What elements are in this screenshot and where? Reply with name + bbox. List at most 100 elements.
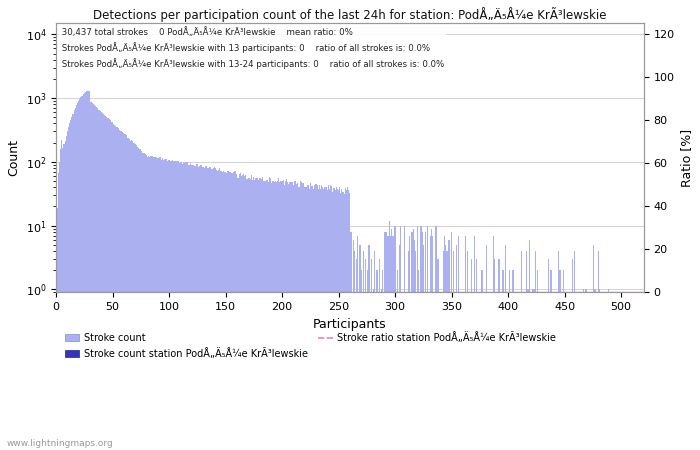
Bar	[62, 148, 64, 450]
Bar	[246, 179, 248, 450]
Bar	[241, 176, 242, 450]
Text: www.lightningmaps.org: www.lightningmaps.org	[7, 439, 113, 448]
Bar	[220, 171, 222, 450]
Bar	[136, 147, 138, 450]
Bar	[357, 235, 358, 450]
Bar	[505, 245, 506, 450]
Bar	[148, 157, 149, 450]
Bar	[337, 189, 338, 450]
Bar	[529, 240, 530, 450]
Bar	[256, 179, 257, 450]
Bar	[94, 105, 95, 450]
Bar	[425, 232, 426, 450]
Bar	[102, 113, 103, 450]
Bar	[559, 270, 561, 450]
Bar	[209, 167, 210, 450]
Bar	[363, 251, 364, 450]
Bar	[535, 251, 536, 450]
Bar	[253, 176, 254, 450]
Bar	[223, 171, 224, 450]
Bar	[108, 120, 110, 450]
Bar	[163, 159, 164, 450]
Bar	[421, 232, 423, 450]
Bar	[365, 259, 366, 450]
Bar	[105, 116, 106, 450]
Bar	[327, 190, 328, 450]
Bar	[95, 106, 96, 450]
Bar	[303, 183, 304, 450]
Bar	[498, 259, 500, 450]
Bar	[427, 226, 428, 450]
Bar	[342, 192, 344, 450]
Bar	[190, 164, 191, 450]
Bar	[164, 159, 165, 450]
Bar	[134, 144, 136, 450]
Bar	[138, 148, 139, 450]
Bar	[379, 259, 380, 450]
Bar	[435, 226, 436, 450]
Bar	[563, 270, 564, 450]
Bar	[176, 161, 178, 450]
Bar	[150, 156, 151, 450]
Bar	[174, 161, 175, 450]
Bar	[79, 99, 81, 450]
Bar	[598, 251, 599, 450]
Bar	[381, 289, 382, 450]
Bar	[486, 245, 487, 450]
Bar	[74, 110, 75, 450]
Bar	[69, 123, 70, 450]
Bar	[166, 159, 167, 450]
Bar	[111, 122, 112, 450]
Bar	[202, 167, 204, 450]
Bar	[608, 289, 609, 450]
Bar	[245, 175, 246, 450]
Bar	[131, 140, 132, 450]
Bar	[145, 154, 146, 450]
Bar	[332, 192, 333, 450]
Bar	[436, 226, 438, 450]
Bar	[445, 245, 447, 450]
Bar	[171, 161, 172, 450]
Bar	[162, 158, 163, 450]
Bar	[92, 103, 93, 450]
Bar	[123, 133, 125, 450]
Bar	[206, 166, 207, 450]
Bar	[305, 187, 307, 450]
Bar	[550, 270, 552, 450]
Bar	[280, 180, 281, 450]
Bar	[144, 153, 145, 450]
Bar	[340, 194, 342, 450]
Bar	[77, 103, 78, 450]
Bar	[250, 179, 251, 450]
Bar	[314, 184, 316, 450]
Bar	[112, 122, 113, 450]
Bar	[408, 251, 409, 450]
Bar	[324, 187, 326, 450]
Bar	[300, 181, 301, 450]
Bar	[239, 173, 241, 450]
Bar	[122, 132, 123, 450]
Bar	[258, 180, 259, 450]
Bar	[155, 157, 156, 450]
Bar	[277, 181, 278, 450]
Bar	[415, 251, 416, 450]
Bar	[494, 259, 495, 450]
Bar	[318, 184, 320, 450]
Bar	[288, 184, 289, 450]
Bar	[262, 177, 263, 450]
Bar	[322, 187, 323, 450]
Bar	[285, 180, 286, 450]
Bar	[151, 156, 153, 450]
Bar	[254, 180, 256, 450]
Bar	[301, 182, 302, 450]
Bar	[521, 251, 522, 450]
Bar	[289, 182, 290, 450]
Bar	[268, 182, 269, 450]
Bar	[323, 189, 324, 450]
Bar	[281, 181, 283, 450]
Bar	[467, 251, 468, 450]
Bar	[230, 173, 232, 450]
Bar	[344, 194, 345, 450]
Bar	[182, 164, 183, 450]
Bar	[311, 186, 312, 450]
